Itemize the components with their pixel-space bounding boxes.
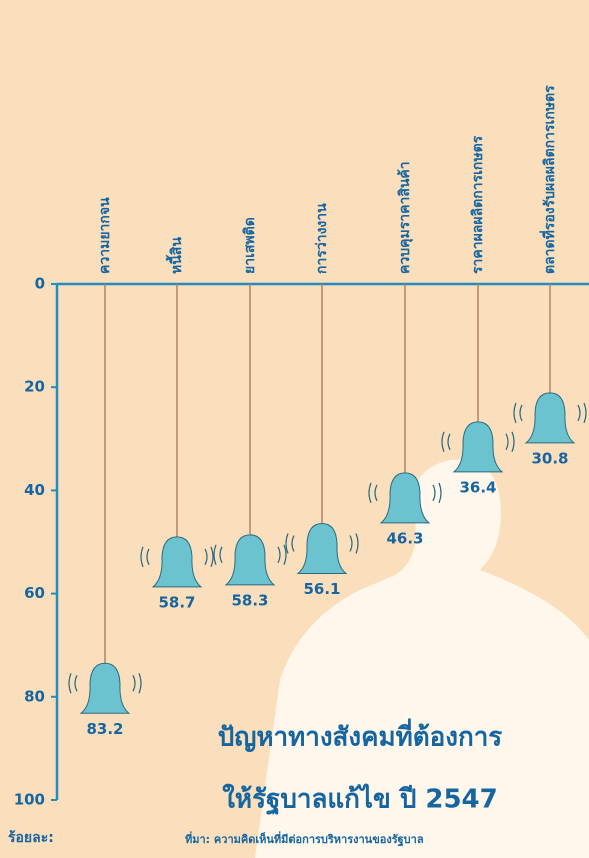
bell [141, 537, 213, 587]
x-tick-label: ความยากจน [97, 197, 113, 274]
bell-ring [141, 547, 143, 567]
bell-body [454, 422, 502, 472]
bell-body [153, 537, 201, 587]
y-tick-label: 20 [24, 378, 45, 396]
bell [214, 535, 286, 585]
value-label: 46.3 [386, 529, 423, 547]
y-label: ร้อยละ: [8, 830, 54, 846]
bell-ring [520, 405, 522, 421]
x-tick-label: หนี้สิน [165, 237, 185, 274]
bell [286, 523, 358, 573]
bell-ring [506, 434, 508, 450]
chart-title: ปัญหาทางสังคมที่ต้องการ [218, 718, 503, 753]
bell-ring [578, 405, 580, 421]
y-tick-label: 100 [14, 791, 45, 809]
bell-body [526, 393, 574, 443]
y-tick-label: 60 [24, 584, 45, 602]
bell [69, 663, 141, 713]
bell-ring [350, 535, 352, 551]
bell-ring [514, 403, 516, 423]
x-tick-label: ราคาผลผลิตการเกษตร [470, 135, 486, 274]
bell-ring [448, 434, 450, 450]
bell-ring [214, 545, 216, 565]
value-label: 30.8 [531, 449, 568, 467]
chart: ปัญหาทางสังคมที่ต้องการ ให้รัฐบาลแก้ไข ป… [0, 0, 589, 858]
bell-ring [220, 547, 222, 563]
bell-ring [133, 675, 135, 691]
value-label: 56.1 [303, 580, 340, 598]
value-label: 58.3 [231, 591, 268, 609]
bell-ring [375, 485, 377, 501]
bell-ring [286, 533, 288, 553]
bell-ring [442, 432, 444, 452]
x-tick-label: ควบคุมราคาสินค้า [397, 161, 413, 274]
bell-ring [284, 545, 286, 565]
bell-ring [69, 673, 71, 693]
bell-ring [147, 549, 149, 565]
bell-ring [205, 549, 207, 565]
value-label: 58.7 [158, 593, 195, 611]
bell-ring [292, 535, 294, 551]
chart-subtitle: ให้รัฐบาลแก้ไข ปี 2547 [222, 783, 498, 817]
bell-ring [139, 673, 141, 693]
y-tick-label: 0 [35, 275, 45, 293]
bell-ring [278, 547, 280, 563]
y-tick-label: 80 [24, 687, 45, 705]
bell-body [298, 523, 346, 573]
value-label: 83.2 [86, 720, 123, 738]
x-tick-label: ตลาดที่รองรับผลผลิตการเกษตร [539, 85, 558, 274]
bell-body [226, 535, 274, 585]
bell-ring [369, 483, 371, 503]
x-tick-label: การว่างงาน [314, 203, 330, 274]
x-tick-label: ยาเสพติด [242, 217, 258, 274]
bell-ring [512, 432, 514, 452]
bell-ring [75, 675, 77, 691]
bell-ring [356, 533, 358, 553]
value-label: 36.4 [459, 478, 496, 496]
y-tick-label: 40 [24, 481, 45, 499]
bell-ring [584, 403, 586, 423]
source: ที่มา: ความคิดเห็นที่มีต่อการบริหารงานขอ… [185, 831, 424, 847]
bell-ring [211, 547, 213, 567]
bell [514, 393, 586, 443]
bell-body [81, 663, 129, 713]
